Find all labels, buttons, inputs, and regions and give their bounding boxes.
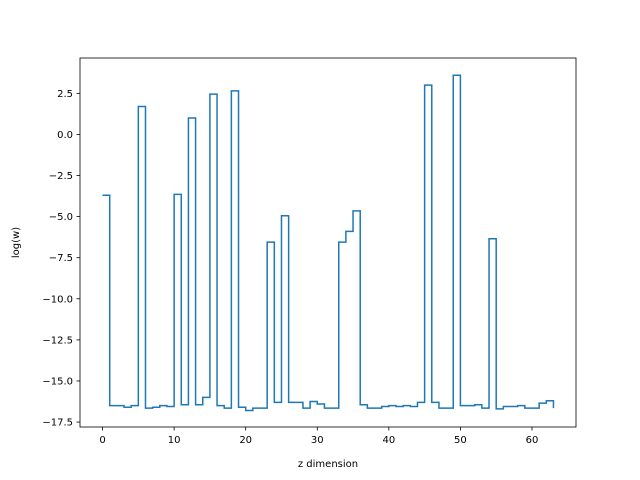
y-tick-label: 2.5 xyxy=(57,89,73,100)
y-tick-label: 0.0 xyxy=(57,130,73,141)
y-axis-label: log(w) xyxy=(11,227,22,258)
y-tick-label: −17.5 xyxy=(42,418,73,429)
x-tick-label: 60 xyxy=(526,435,539,446)
y-tick-label: −7.5 xyxy=(49,253,73,264)
x-axis: 0 10 20 30 40 50 60 xyxy=(99,427,538,446)
x-tick-label: 10 xyxy=(168,435,181,446)
y-tick-label: −2.5 xyxy=(49,171,73,182)
x-axis-label: z dimension xyxy=(298,459,358,470)
series-line xyxy=(102,74,555,412)
y-tick-label: −5.0 xyxy=(49,212,73,223)
y-tick-label: −12.5 xyxy=(42,335,73,346)
x-tick-label: 50 xyxy=(454,435,467,446)
x-tick-label: 0 xyxy=(99,435,105,446)
x-tick-label: 40 xyxy=(382,435,395,446)
x-tick-label: 20 xyxy=(239,435,252,446)
y-axis: 2.5 0.0 −2.5 −5.0 −7.5 −10.0 −12.5 −15.0 −17.5 xyxy=(42,89,80,429)
y-tick-label: −15.0 xyxy=(42,376,73,387)
x-tick-label: 30 xyxy=(311,435,324,446)
plot-frame xyxy=(79,57,577,428)
y-tick-label: −10.0 xyxy=(42,294,73,305)
